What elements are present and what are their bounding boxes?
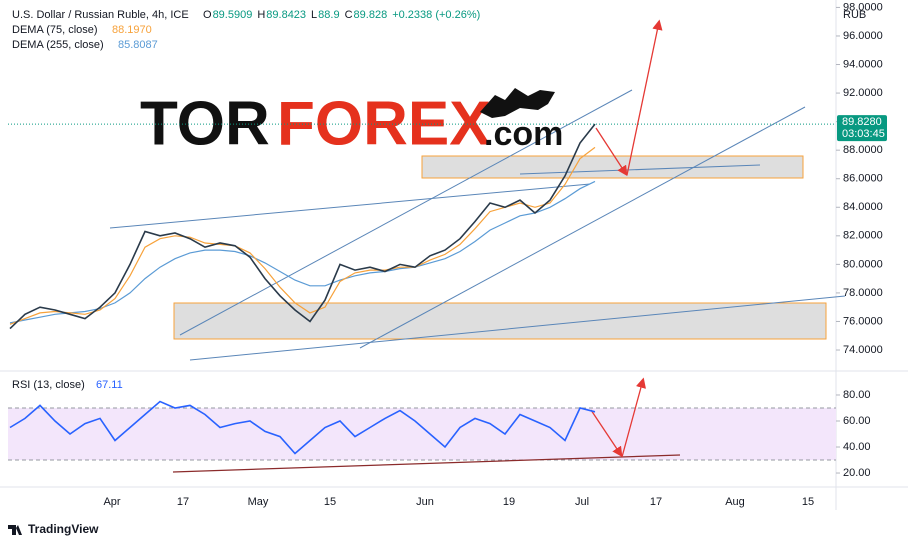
forecast-arrows — [590, 19, 663, 458]
trendlines — [109, 89, 846, 361]
rsi-trendline — [172, 454, 681, 473]
x-tick-label: Jul — [575, 496, 589, 508]
y-tick-label: 82.0000 — [843, 230, 883, 242]
symbol-title: U.S. Dollar / Russian Ruble, 4h, ICE — [12, 9, 189, 21]
last-price-label: 89.8280 — [842, 116, 882, 128]
legend-dema255-value: 85.8087 — [118, 39, 158, 51]
ohlc-values: O 89.5909 H 89.8423 L 88.9 C 89.828 +0.2338 (+0.… — [203, 9, 480, 21]
ohlc-label: L — [311, 9, 317, 21]
support-zone — [173, 302, 827, 340]
ohlc-label: O — [203, 9, 212, 21]
resistance-zone — [421, 155, 804, 179]
x-tick-label: 15 — [802, 496, 814, 508]
x-tick-label: May — [248, 496, 269, 508]
ohlc-value: 89.8423 — [266, 9, 306, 21]
rsi-title: RSI (13, close) — [12, 379, 85, 391]
x-tick-label: Jun — [416, 496, 434, 508]
y-tick-label: 94.0000 — [843, 58, 883, 70]
x-tick-label: 17 — [177, 496, 189, 508]
y-tick-label: 80.00 — [843, 389, 871, 401]
y-tick-label: 86.0000 — [843, 173, 883, 185]
y-tick-label: 40.00 — [843, 441, 871, 453]
tradingview-logo: TradingView — [28, 522, 99, 536]
series-line — [9, 123, 596, 330]
ohlc-value: 89.5909 — [213, 9, 253, 21]
ohlc-value: 88.9 — [318, 9, 339, 21]
y-tick-label: 76.0000 — [843, 315, 883, 327]
ohlc-label: C — [345, 9, 353, 21]
rsi-band — [8, 408, 836, 460]
y-tick-label: 74.0000 — [843, 344, 883, 356]
currency: RUB — [843, 9, 866, 21]
series-line — [9, 146, 596, 325]
tradingview-icon — [8, 525, 22, 535]
countdown-label: 03:03:45 — [842, 128, 885, 140]
y-tick-label: 84.0000 — [843, 201, 883, 213]
x-tick-label: Aug — [725, 496, 745, 508]
y-tick-label: 80.0000 — [843, 258, 883, 270]
y-tick-label: 60.00 — [843, 415, 871, 427]
watermark-com: .com — [484, 115, 563, 153]
y-tick-label: 96.0000 — [843, 30, 883, 42]
last-price-box — [837, 115, 887, 142]
ohlc-label: H — [257, 9, 265, 21]
legend-dema75-value: 88.1970 — [112, 24, 152, 36]
x-tick-label: Apr — [103, 496, 120, 508]
series-line — [9, 180, 596, 324]
legend-dema75: DEMA (75, close) — [12, 24, 98, 36]
legend-dema255: DEMA (255, close) — [12, 39, 104, 51]
x-tick-label: 19 — [503, 496, 515, 508]
price-change: +0.2338 (+0.26%) — [392, 9, 480, 21]
x-tick-label: 15 — [324, 496, 336, 508]
watermark-tor: TOR — [140, 89, 270, 158]
y-tick-label: 20.00 — [843, 467, 871, 479]
y-tick-label: 78.0000 — [843, 287, 883, 299]
rsi-value: 67.11 — [96, 379, 123, 391]
ohlc-value: 89.828 — [354, 9, 388, 21]
y-tick-label: 88.0000 — [843, 144, 883, 156]
y-tick-label: 92.0000 — [843, 87, 883, 99]
series-line — [9, 400, 596, 455]
watermark-bull — [480, 88, 555, 118]
y-tick-label: 98.0000 — [843, 1, 883, 13]
x-tick-label: 17 — [650, 496, 662, 508]
